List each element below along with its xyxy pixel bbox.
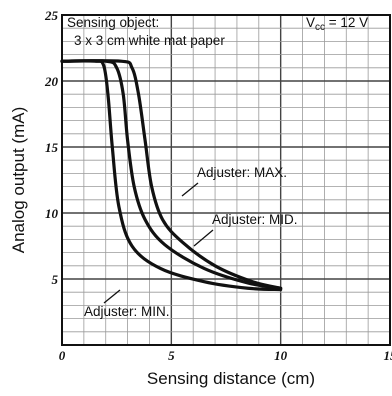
y-tick-label: 5 (52, 272, 59, 287)
y-tick-label: 20 (44, 74, 59, 89)
sensing-object-description: 3 x 3 cm white mat paper (74, 33, 225, 48)
x-axis-title: Sensing distance (cm) (147, 369, 315, 388)
y-axis-title: Analog output (mA) (9, 107, 28, 253)
label-adjuster-min: Adjuster: MIN. (84, 304, 170, 319)
supply-voltage-label: Vcc = 12 V (306, 15, 368, 33)
y-tick-label: 10 (45, 206, 59, 221)
x-tick-label: 0 (59, 348, 66, 363)
x-tick-label: 15 (384, 348, 392, 363)
vcc-subscript: cc (315, 22, 325, 33)
label-adjuster-mid: Adjuster: MID. (212, 212, 298, 227)
leader-line-mid (194, 230, 213, 246)
sensing-object-label: Sensing object: (67, 15, 159, 30)
plot-frame (62, 15, 390, 345)
y-tick-label: 15 (45, 140, 59, 155)
x-tick-label: 10 (274, 348, 288, 363)
leader-line-max (182, 183, 198, 196)
grid (62, 15, 390, 345)
x-tick-label: 5 (168, 348, 175, 363)
y-tick-label: 25 (44, 8, 59, 23)
vcc-value: = 12 V (325, 15, 368, 30)
vcc-prefix: V (306, 15, 315, 30)
label-adjuster-max: Adjuster: MAX. (197, 165, 287, 180)
